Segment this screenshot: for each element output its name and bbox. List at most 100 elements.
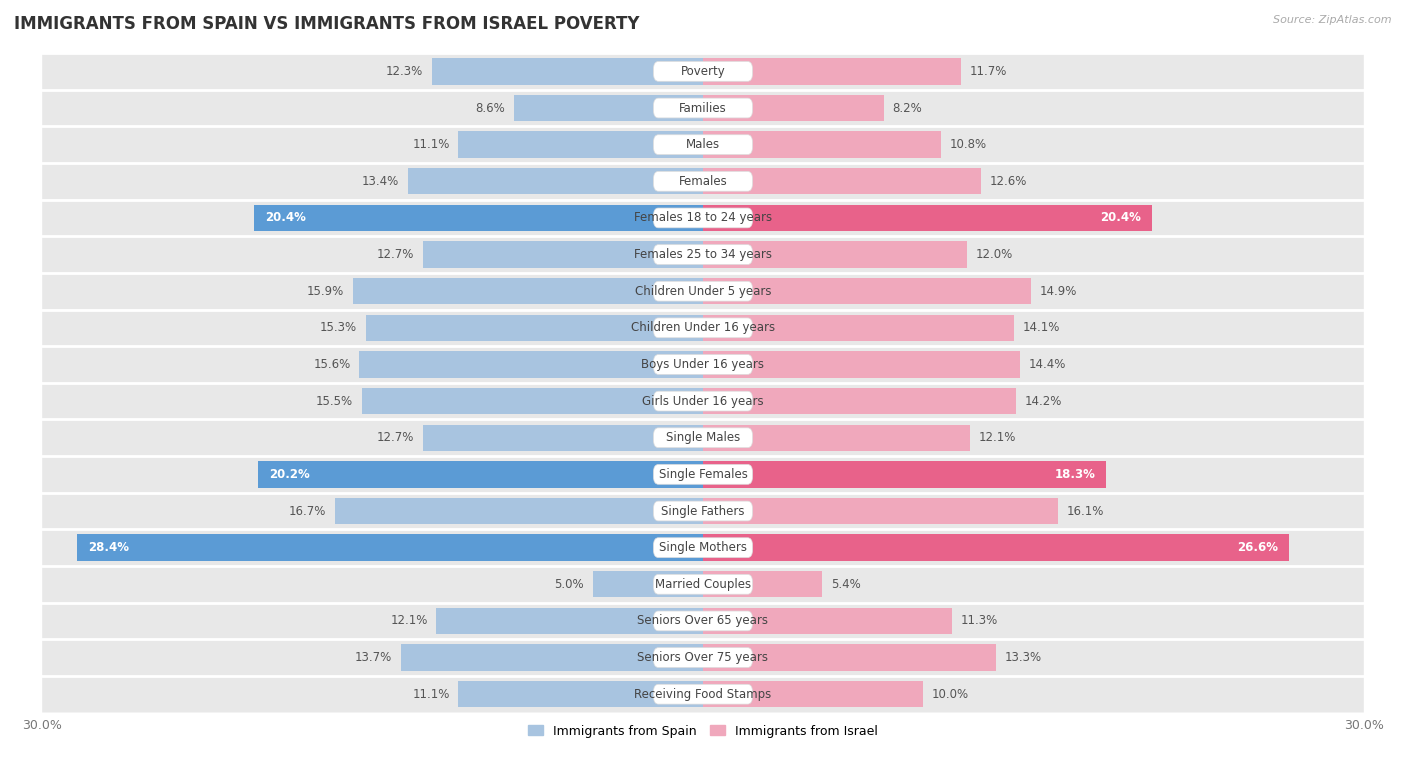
Bar xyxy=(432,58,703,85)
Text: 14.4%: 14.4% xyxy=(1029,358,1066,371)
Bar xyxy=(703,278,1031,305)
Text: 5.4%: 5.4% xyxy=(831,578,860,590)
FancyBboxPatch shape xyxy=(654,537,752,558)
Text: 16.7%: 16.7% xyxy=(290,505,326,518)
Bar xyxy=(458,131,703,158)
Bar xyxy=(335,498,703,525)
Text: Single Females: Single Females xyxy=(658,468,748,481)
Text: 8.2%: 8.2% xyxy=(893,102,922,114)
Legend: Immigrants from Spain, Immigrants from Israel: Immigrants from Spain, Immigrants from I… xyxy=(523,719,883,743)
Bar xyxy=(703,168,980,195)
Text: 12.0%: 12.0% xyxy=(976,248,1014,261)
FancyBboxPatch shape xyxy=(42,419,1364,456)
Text: 20.4%: 20.4% xyxy=(1101,211,1142,224)
FancyBboxPatch shape xyxy=(654,208,752,228)
Text: Single Mothers: Single Mothers xyxy=(659,541,747,554)
FancyBboxPatch shape xyxy=(42,456,1364,493)
FancyBboxPatch shape xyxy=(654,61,752,81)
Text: 14.1%: 14.1% xyxy=(1022,321,1060,334)
Text: 13.7%: 13.7% xyxy=(356,651,392,664)
Text: 15.5%: 15.5% xyxy=(315,395,353,408)
FancyBboxPatch shape xyxy=(654,281,752,301)
Text: 12.3%: 12.3% xyxy=(387,65,423,78)
Bar xyxy=(513,95,703,121)
FancyBboxPatch shape xyxy=(654,245,752,265)
Bar xyxy=(703,534,1289,561)
Text: Females 25 to 34 years: Females 25 to 34 years xyxy=(634,248,772,261)
Text: 11.1%: 11.1% xyxy=(412,138,450,151)
Text: 15.9%: 15.9% xyxy=(307,285,344,298)
FancyBboxPatch shape xyxy=(42,127,1364,163)
Text: 10.0%: 10.0% xyxy=(932,688,969,700)
FancyBboxPatch shape xyxy=(42,236,1364,273)
Text: Seniors Over 65 years: Seniors Over 65 years xyxy=(637,615,769,628)
FancyBboxPatch shape xyxy=(42,89,1364,127)
FancyBboxPatch shape xyxy=(654,98,752,118)
Text: Receiving Food Stamps: Receiving Food Stamps xyxy=(634,688,772,700)
Bar xyxy=(259,461,703,487)
FancyBboxPatch shape xyxy=(654,647,752,668)
Text: 8.6%: 8.6% xyxy=(475,102,505,114)
FancyBboxPatch shape xyxy=(42,493,1364,529)
FancyBboxPatch shape xyxy=(654,428,752,448)
Bar xyxy=(360,351,703,377)
FancyBboxPatch shape xyxy=(42,566,1364,603)
FancyBboxPatch shape xyxy=(42,639,1364,676)
Bar xyxy=(703,608,952,634)
Text: Families: Families xyxy=(679,102,727,114)
Text: 16.1%: 16.1% xyxy=(1066,505,1104,518)
Bar xyxy=(423,424,703,451)
Text: 12.7%: 12.7% xyxy=(377,431,415,444)
FancyBboxPatch shape xyxy=(654,355,752,374)
Bar xyxy=(703,681,924,707)
FancyBboxPatch shape xyxy=(42,199,1364,236)
Text: 13.3%: 13.3% xyxy=(1005,651,1042,664)
Bar xyxy=(703,571,823,597)
Bar xyxy=(436,608,703,634)
Text: 5.0%: 5.0% xyxy=(554,578,583,590)
Bar xyxy=(703,131,941,158)
Text: 12.6%: 12.6% xyxy=(990,175,1026,188)
Text: 13.4%: 13.4% xyxy=(361,175,399,188)
Text: 14.2%: 14.2% xyxy=(1025,395,1062,408)
Text: 10.8%: 10.8% xyxy=(949,138,987,151)
Bar xyxy=(703,95,883,121)
Text: 11.3%: 11.3% xyxy=(960,615,998,628)
Text: 26.6%: 26.6% xyxy=(1237,541,1278,554)
Text: Girls Under 16 years: Girls Under 16 years xyxy=(643,395,763,408)
Bar xyxy=(423,241,703,268)
Bar xyxy=(703,424,970,451)
Text: Seniors Over 75 years: Seniors Over 75 years xyxy=(637,651,769,664)
FancyBboxPatch shape xyxy=(654,318,752,338)
Bar xyxy=(703,241,967,268)
FancyBboxPatch shape xyxy=(654,501,752,521)
Bar xyxy=(77,534,703,561)
Text: Single Males: Single Males xyxy=(666,431,740,444)
Text: 20.2%: 20.2% xyxy=(269,468,309,481)
Text: 15.6%: 15.6% xyxy=(314,358,350,371)
FancyBboxPatch shape xyxy=(42,163,1364,199)
Text: Married Couples: Married Couples xyxy=(655,578,751,590)
Bar xyxy=(703,315,1014,341)
Text: 12.7%: 12.7% xyxy=(377,248,415,261)
Text: Males: Males xyxy=(686,138,720,151)
Text: 28.4%: 28.4% xyxy=(89,541,129,554)
Text: 12.1%: 12.1% xyxy=(391,615,427,628)
Text: Children Under 5 years: Children Under 5 years xyxy=(634,285,772,298)
FancyBboxPatch shape xyxy=(42,309,1364,346)
FancyBboxPatch shape xyxy=(42,346,1364,383)
FancyBboxPatch shape xyxy=(42,273,1364,309)
Bar xyxy=(253,205,703,231)
Text: Children Under 16 years: Children Under 16 years xyxy=(631,321,775,334)
FancyBboxPatch shape xyxy=(42,529,1364,566)
FancyBboxPatch shape xyxy=(42,383,1364,419)
FancyBboxPatch shape xyxy=(654,465,752,484)
Text: 20.4%: 20.4% xyxy=(264,211,305,224)
Text: IMMIGRANTS FROM SPAIN VS IMMIGRANTS FROM ISRAEL POVERTY: IMMIGRANTS FROM SPAIN VS IMMIGRANTS FROM… xyxy=(14,15,640,33)
Bar xyxy=(703,498,1057,525)
Bar xyxy=(703,461,1107,487)
Bar xyxy=(401,644,703,671)
Text: 14.9%: 14.9% xyxy=(1040,285,1077,298)
FancyBboxPatch shape xyxy=(654,391,752,411)
Bar xyxy=(703,58,960,85)
